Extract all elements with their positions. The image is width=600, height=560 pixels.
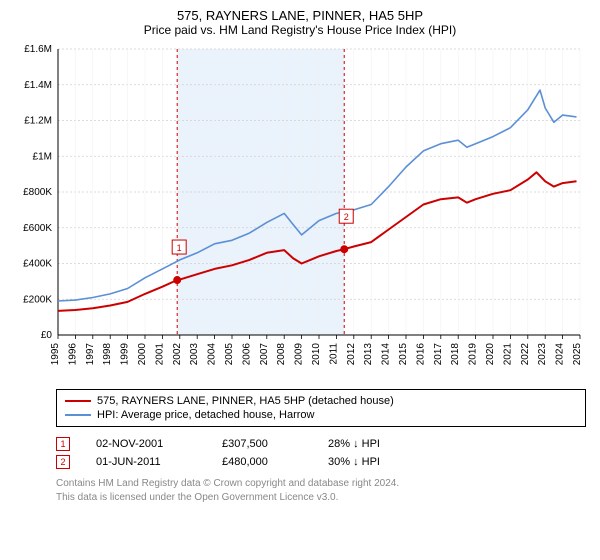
y-tick-label: £400K — [23, 259, 52, 270]
x-tick-label: 2024 — [555, 343, 566, 366]
y-tick-label: £800K — [23, 187, 52, 198]
x-tick-label: 2001 — [154, 343, 165, 366]
y-tick-label: £1.4M — [24, 80, 52, 91]
x-tick-label: 2021 — [502, 343, 513, 366]
x-tick-label: 2022 — [520, 343, 531, 366]
y-tick-label: £600K — [23, 223, 52, 234]
x-tick-label: 2023 — [537, 343, 548, 366]
legend: 575, RAYNERS LANE, PINNER, HA5 5HP (deta… — [56, 389, 586, 427]
price-point-diff: 30% ↓ HPI — [328, 456, 428, 468]
x-tick-label: 2002 — [172, 343, 183, 366]
y-tick-label: £1M — [33, 151, 52, 162]
x-tick-label: 1997 — [85, 343, 96, 366]
x-tick-label: 2006 — [241, 343, 252, 366]
legend-label: 575, RAYNERS LANE, PINNER, HA5 5HP (deta… — [97, 395, 394, 407]
page-title: 575, RAYNERS LANE, PINNER, HA5 5HP — [14, 8, 586, 23]
attribution-line: This data is licensed under the Open Gov… — [56, 491, 586, 505]
chart-svg: £0 £200K £400K £600K £800K £1M £1.2M £1.4M £1.6M… — [14, 43, 586, 383]
x-tick-label: 1996 — [67, 343, 78, 366]
x-tick-label: 2025 — [572, 343, 583, 366]
attribution-line: Contains HM Land Registry data © Crown c… — [56, 477, 586, 491]
price-point-dot — [340, 245, 348, 253]
price-point-number: 2 — [344, 212, 349, 222]
price-point-index: 1 — [56, 437, 70, 451]
x-tick-label: 2015 — [398, 343, 409, 366]
price-point-date: 02-NOV-2001 — [96, 438, 196, 450]
x-tick-label: 2004 — [207, 343, 218, 366]
price-point-dot — [173, 276, 181, 284]
price-point-price: £480,000 — [222, 456, 302, 468]
x-tick-label: 2000 — [137, 343, 148, 366]
x-tick-label: 1999 — [120, 343, 131, 366]
x-tick-label: 2017 — [433, 343, 444, 366]
page-subtitle: Price paid vs. HM Land Registry's House … — [14, 23, 586, 37]
y-tick-label: £1.2M — [24, 116, 52, 127]
legend-label: HPI: Average price, detached house, Harr… — [97, 409, 314, 421]
x-tick-label: 1995 — [50, 343, 61, 366]
price-point-row: 2 01-JUN-2011 £480,000 30% ↓ HPI — [56, 453, 586, 471]
x-tick-label: 2011 — [328, 343, 339, 365]
price-points-table: 1 02-NOV-2001 £307,500 28% ↓ HPI 2 01-JUN-201… — [56, 435, 586, 471]
price-point-diff: 28% ↓ HPI — [328, 438, 428, 450]
x-tick-label: 2003 — [189, 343, 200, 366]
y-tick-label: £200K — [23, 294, 52, 305]
x-tick-label: 2012 — [346, 343, 357, 366]
x-tick-label: 2019 — [468, 343, 479, 366]
x-tick-label: 2014 — [381, 343, 392, 366]
attribution: Contains HM Land Registry data © Crown c… — [56, 477, 586, 504]
price-point-price: £307,500 — [222, 438, 302, 450]
price-point-date: 01-JUN-2011 — [96, 456, 196, 468]
price-point-index: 2 — [56, 455, 70, 469]
x-tick-label: 2009 — [294, 343, 305, 366]
legend-item: 575, RAYNERS LANE, PINNER, HA5 5HP (deta… — [65, 394, 577, 408]
price-point-number: 1 — [177, 243, 182, 253]
legend-item: HPI: Average price, detached house, Harr… — [65, 408, 577, 422]
y-tick-label: £0 — [41, 330, 53, 341]
x-tick-label: 2007 — [259, 343, 270, 366]
y-tick-label: £1.6M — [24, 44, 52, 55]
x-tick-label: 1998 — [102, 343, 113, 366]
price-chart: £0 £200K £400K £600K £800K £1M £1.2M £1.4M £1.6M… — [14, 43, 586, 383]
x-tick-label: 2005 — [224, 343, 235, 366]
x-tick-label: 2008 — [276, 343, 287, 366]
legend-swatch — [65, 400, 91, 402]
x-tick-label: 2013 — [363, 343, 374, 366]
x-tick-label: 2010 — [311, 343, 322, 366]
price-point-row: 1 02-NOV-2001 £307,500 28% ↓ HPI — [56, 435, 586, 453]
legend-swatch — [65, 414, 91, 416]
x-tick-label: 2016 — [415, 343, 426, 366]
x-tick-label: 2018 — [450, 343, 461, 366]
x-tick-label: 2020 — [485, 343, 496, 366]
